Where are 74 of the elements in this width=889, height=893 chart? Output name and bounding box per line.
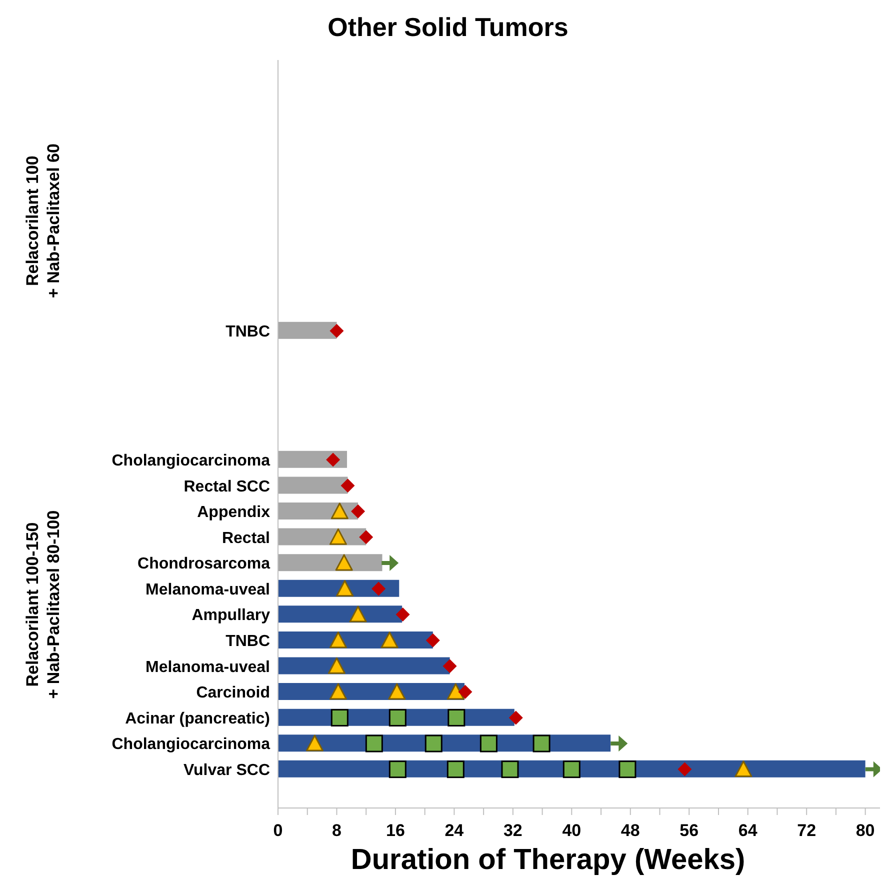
point [351,504,366,518]
y-tick-label: Rectal SCC [184,478,270,496]
point [380,632,398,648]
point [326,452,340,467]
x-axis-title: Duration of Therapy (Weeks) [350,844,746,877]
point [382,554,399,571]
x-tick-label: 48 [620,821,640,840]
y-tick-label: Rectal [222,530,270,547]
point [480,734,498,752]
point [359,530,374,544]
point [329,683,347,700]
bar [278,554,382,572]
point [426,633,440,648]
y-tick-label: Acinar (pancreatic) [125,710,270,728]
point [442,659,457,674]
x-tick-label: 64 [738,821,758,840]
point [388,708,406,726]
bar [278,476,348,494]
point [618,760,636,778]
point [365,734,383,752]
x-tick-label: 32 [503,821,522,840]
bar [278,450,348,468]
bar [278,606,402,623]
y-tick-label: Carcinoid [196,684,270,702]
point [330,708,348,726]
point [335,554,353,571]
point [610,736,628,752]
point [458,684,472,699]
text: Relacorilant 100-150 + Nab-Paclitaxel 80-100 [23,510,63,699]
y-tick-label: TNBC [226,324,270,341]
chart-title: Other Solid Tumors [326,12,570,43]
y-tick-label: Melanoma-uveal [146,658,270,676]
x-tick-label: 16 [386,821,405,840]
point [396,608,410,622]
point [562,760,580,778]
x-tick-label: 80 [856,821,875,840]
x-tick-label: 72 [797,821,816,840]
point [424,734,442,752]
y-tick-label: Vulvar SCC [183,762,270,779]
text: Relacorilant 100 + Nab-Paclitaxel 60 [23,144,63,298]
point [388,760,406,778]
point [329,528,347,545]
bar [278,322,337,339]
x-tick-label: 8 [332,821,342,840]
point [446,683,464,700]
point [448,708,466,726]
point [532,734,550,752]
y-tick-label: Cholangiocarcinoma [112,736,270,754]
x-tick-label: 0 [273,821,283,840]
y-tick-label: Chondrosarcoma [138,556,270,573]
point [734,760,752,778]
bar [278,657,450,674]
point [678,762,692,776]
point [446,760,464,778]
y-tick-label: Appendix [197,504,270,522]
point [336,580,354,597]
y-tick-label: Melanoma-uveal [146,581,270,598]
point [372,582,386,596]
point [508,710,523,725]
point [329,632,347,648]
point [501,760,519,778]
y-tick-label: Ampullary [192,607,270,624]
point [330,324,344,338]
point [340,478,355,493]
y-tick-label: Cholangiocarcinoma [112,452,270,470]
x-tick-label: 24 [444,821,464,840]
x-tick-label: 56 [680,821,699,840]
point [306,734,324,752]
y-tick-label: TNBC [226,633,270,650]
point [349,606,367,622]
point [328,657,346,674]
point [388,683,406,700]
point [330,502,348,520]
x-tick-label: 40 [562,821,582,840]
